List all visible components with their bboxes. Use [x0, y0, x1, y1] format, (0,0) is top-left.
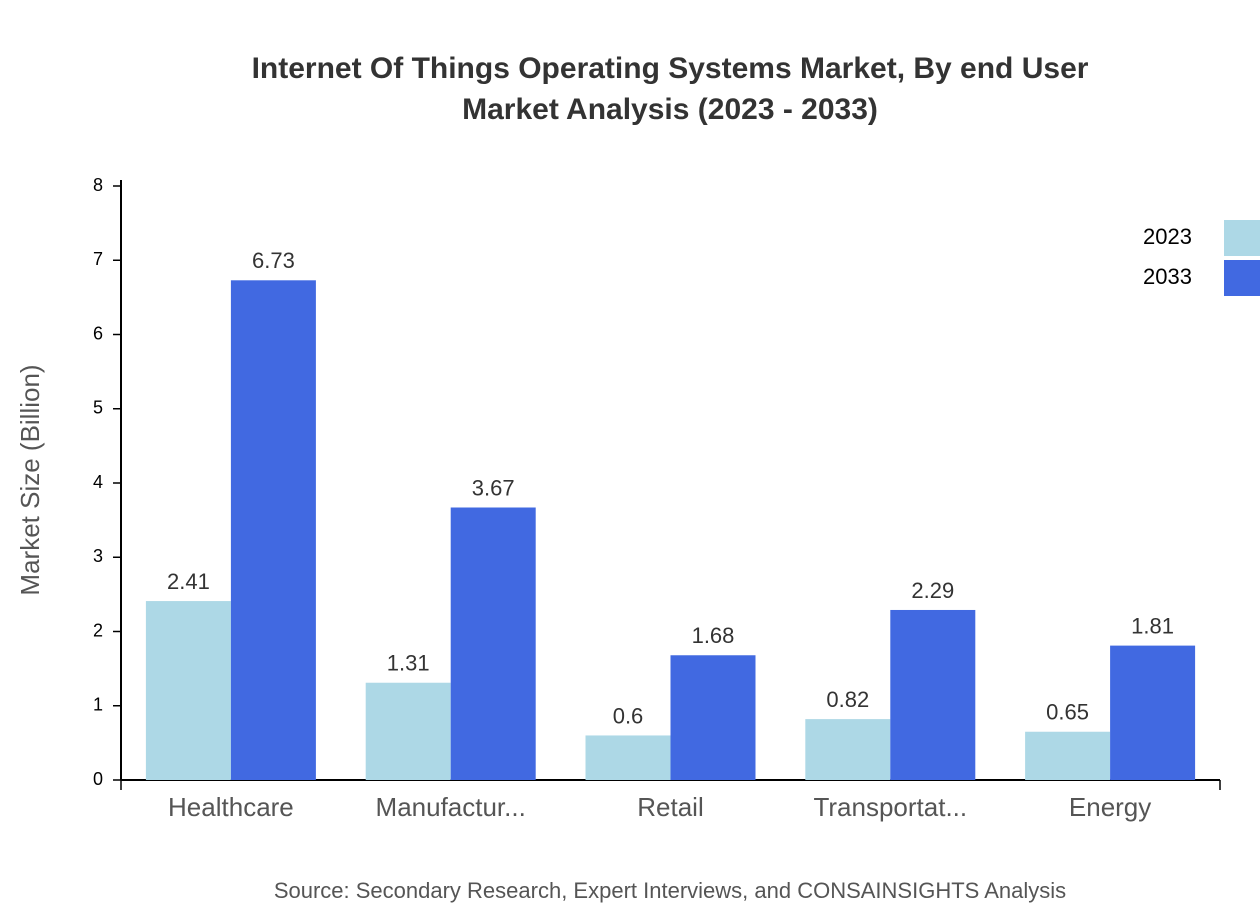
bar: [145, 601, 231, 780]
value-label: 2.41: [167, 569, 210, 594]
bar: [1025, 731, 1111, 780]
value-label: 3.67: [472, 475, 515, 500]
value-label: 6.73: [252, 248, 295, 273]
y-tick-label: 1: [93, 695, 103, 715]
bar: [585, 735, 671, 780]
value-label: 0.6: [613, 703, 644, 728]
legend-label: 2023: [1143, 224, 1192, 249]
y-tick-label: 3: [93, 546, 103, 566]
value-label: 1.31: [387, 651, 430, 676]
y-tick-label: 7: [93, 249, 103, 269]
y-tick-label: 0: [93, 769, 103, 789]
bar: [670, 655, 756, 780]
y-tick-label: 5: [93, 398, 103, 418]
legend-swatch: [1224, 260, 1260, 296]
legend-label: 2033: [1143, 264, 1192, 289]
x-tick-label: Healthcare: [168, 792, 294, 822]
y-tick-label: 8: [93, 175, 103, 195]
legend-swatch: [1224, 220, 1260, 256]
x-tick-label: Energy: [1069, 792, 1151, 822]
bar: [365, 682, 451, 780]
value-label: 0.65: [1046, 700, 1089, 725]
value-label: 1.81: [1131, 613, 1174, 638]
bar: [450, 507, 536, 780]
value-label: 0.82: [826, 687, 869, 712]
y-axis-label: Market Size (Billion): [15, 364, 45, 595]
source: Source: Secondary Research, Expert Inter…: [274, 878, 1066, 903]
y-tick-label: 6: [93, 323, 103, 343]
value-label: 2.29: [911, 578, 954, 603]
x-tick-label: Manufactur...: [376, 792, 526, 822]
bar: [805, 719, 891, 780]
bar: [230, 280, 316, 780]
x-tick-label: Transportat...: [813, 792, 967, 822]
bar: [1110, 645, 1196, 780]
y-tick-label: 2: [93, 620, 103, 640]
value-label: 1.68: [692, 623, 735, 648]
chart-title: Internet Of Things Operating Systems Mar…: [251, 52, 1089, 126]
x-tick-label: Retail: [637, 792, 703, 822]
bar: [890, 609, 976, 780]
y-tick-label: 4: [93, 472, 103, 492]
